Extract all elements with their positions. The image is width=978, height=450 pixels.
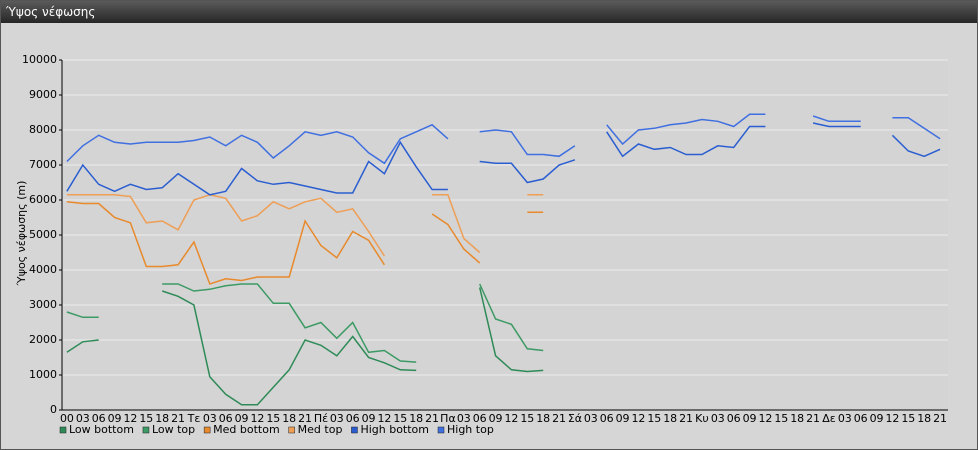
x-tick-label: 21 — [425, 412, 439, 425]
x-tick-label: 06 — [854, 412, 868, 425]
x-tick-label: Δε — [822, 412, 836, 425]
x-tick-label: 15 — [647, 412, 661, 425]
x-tick-label: 21 — [933, 412, 947, 425]
legend-label: Low bottom — [69, 423, 134, 436]
x-tick-label: 03 — [838, 412, 852, 425]
x-tick-label: 06 — [600, 412, 614, 425]
x-tick-label: 18 — [663, 412, 677, 425]
x-tick-label: 06 — [219, 412, 233, 425]
x-tick-label: Σά — [568, 412, 582, 425]
legend-label: Med top — [298, 423, 343, 436]
x-tick-label: 15 — [266, 412, 280, 425]
x-tick-label: 18 — [282, 412, 296, 425]
y-tick-label: 9000 — [29, 88, 57, 101]
x-tick-label: 03 — [330, 412, 344, 425]
x-tick-label: 15 — [139, 412, 153, 425]
series-line — [66, 194, 544, 257]
x-tick-label: 09 — [235, 412, 249, 425]
series-line — [66, 201, 544, 285]
x-tick-label: 06 — [346, 412, 360, 425]
x-tick-label: 06 — [92, 412, 106, 425]
y-tick-label: 10000 — [22, 53, 57, 66]
x-tick-label: 18 — [536, 412, 550, 425]
x-tick-label: Πέ — [314, 412, 328, 425]
x-tick-label: 21 — [679, 412, 693, 425]
legend-label: High top — [447, 423, 494, 436]
x-tick-label: 15 — [901, 412, 915, 425]
x-tick-label: 21 — [806, 412, 820, 425]
x-tick-label: 18 — [917, 412, 931, 425]
x-tick-label: 12 — [377, 412, 391, 425]
y-tick-label: 5000 — [29, 228, 57, 241]
x-tick-label: 09 — [616, 412, 630, 425]
y-tick-label: 8000 — [29, 123, 57, 136]
legend-marker — [203, 426, 211, 434]
x-tick-label: 03 — [203, 412, 217, 425]
y-tick-label: 7000 — [29, 158, 57, 171]
x-tick-label: Τε — [187, 412, 201, 425]
x-tick-label: 15 — [520, 412, 534, 425]
x-tick-label: 12 — [885, 412, 899, 425]
legend-label: Low top — [152, 423, 195, 436]
series-line — [66, 113, 941, 165]
x-tick-label: 15 — [393, 412, 407, 425]
x-tick-label: 03 — [584, 412, 598, 425]
x-tick-label: 21 — [552, 412, 566, 425]
legend-marker — [351, 426, 358, 434]
y-tick-label: 4000 — [29, 263, 57, 276]
y-tick-label: 6000 — [29, 193, 57, 206]
y-tick-label: 1000 — [29, 368, 57, 381]
x-tick-label: 03 — [711, 412, 725, 425]
window-title: Ύψος νέφωσης — [1, 1, 977, 23]
x-tick-label: 03 — [457, 412, 471, 425]
x-tick-label: 12 — [250, 412, 264, 425]
series-line — [66, 122, 941, 196]
x-tick-label: 09 — [362, 412, 376, 425]
x-tick-label: 12 — [758, 412, 772, 425]
x-tick-label: 12 — [504, 412, 518, 425]
x-tick-label: 18 — [409, 412, 423, 425]
x-tick-label: Κυ — [695, 412, 709, 425]
x-tick-label: 12 — [631, 412, 645, 425]
x-tick-label: 06 — [727, 412, 741, 425]
y-axis-label: Ύψος νέφωσης (m) — [15, 181, 28, 287]
y-tick-label: 3000 — [29, 298, 57, 311]
x-tick-label: 15 — [774, 412, 788, 425]
series-line — [66, 283, 544, 363]
legend-label: High bottom — [360, 423, 429, 436]
legend-marker — [288, 426, 295, 434]
x-tick-label: Πα — [440, 412, 456, 425]
x-tick-label: 09 — [108, 412, 122, 425]
legend-marker — [59, 426, 67, 434]
x-tick-label: 18 — [790, 412, 804, 425]
y-tick-label: 2000 — [29, 333, 57, 346]
legend-marker — [437, 426, 445, 434]
x-tick-label: 21 — [171, 412, 185, 425]
x-tick-label: 06 — [473, 412, 487, 425]
series-line — [66, 287, 544, 406]
y-tick-label: 0 — [50, 403, 57, 416]
x-tick-label: 21 — [298, 412, 312, 425]
x-tick-label: 03 — [76, 412, 90, 425]
x-tick-label: 09 — [743, 412, 757, 425]
chart: Ύψος νέφωσης (m) 0 1000 2000 3000 4000 5000 60… — [15, 53, 948, 436]
x-tick-label: 09 — [489, 412, 503, 425]
x-tick-label: 00 — [60, 412, 74, 425]
legend-label: Med bottom — [213, 423, 280, 436]
x-tick-label: 12 — [123, 412, 137, 425]
legend-marker — [142, 426, 150, 434]
x-tick-label: 18 — [155, 412, 169, 425]
x-tick-label: 09 — [870, 412, 884, 425]
